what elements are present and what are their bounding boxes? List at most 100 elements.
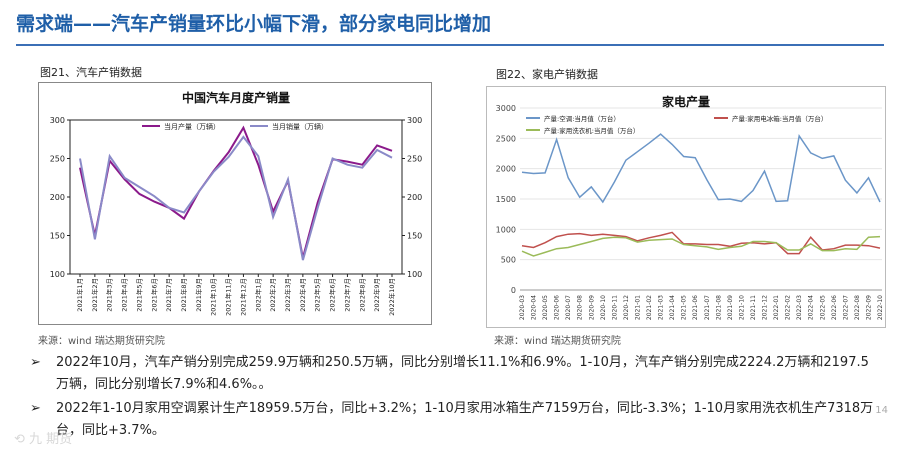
appliance-x-tick-label: 2020-03: [519, 295, 526, 320]
appliance-x-tick-label: 2020-05: [542, 295, 549, 320]
appliance-x-tick-label: 2022-09: [865, 295, 872, 320]
left-chart-source: 来源：wind 瑞达期货研究院: [38, 336, 165, 347]
appliance-legend-label: 产量:空调:当月值（万台）: [544, 114, 620, 123]
appliance-x-tick-label: 2022-03: [796, 295, 803, 320]
car-chart: 中国汽车月度产销量 100 100 150 150 200 200 250 250 300 300 2…: [38, 82, 432, 329]
appliance-x-tick-label: 2021-06: [692, 295, 699, 320]
appliance-x-tick-label: 2020-06: [554, 295, 561, 320]
car-chart-svg: 中国汽车月度产销量 100 100 150 150 200 200 250 250 300 300 2…: [38, 82, 432, 325]
appliance-y-tick-label: 2500: [496, 134, 516, 143]
car-x-tick-label: 2021年4月: [120, 278, 129, 312]
appliance-x-tick-label: 2020-08: [577, 295, 584, 320]
car-x-tick-label: 2021年10月: [209, 278, 218, 316]
bullet-item-appliance: ➢ 2022年1-10月家用空调累计生产18959.5万台，同比+3.2%；1-…: [30, 398, 880, 442]
bullet-text-car: 2022年10月，汽车产销分别完成259.9万辆和250.5万辆，同比分别增长1…: [56, 355, 869, 392]
appliance-y-tick-label: 0: [511, 286, 516, 295]
page-number: 14: [875, 405, 888, 416]
appliance-x-tick-label: 2020-11: [611, 295, 618, 320]
appliance-series-line-fridge: [521, 231, 881, 255]
appliance-chart-svg: 家电产量 0 500 1000 1500 2000 2500 3000 2020-03 2020-…: [486, 86, 886, 328]
appliance-chart-title: 家电产量: [662, 94, 710, 109]
car-x-tick-label: 2022年8月: [357, 278, 366, 312]
car-legend-label: 当月产量（万辆）: [164, 122, 220, 131]
appliance-y-tick-label: 500: [501, 256, 516, 265]
appliance-x-tick-label: 2022-08: [854, 295, 861, 320]
summary-bullets: ➢ 2022年10月，汽车产销分别完成259.9万辆和250.5万辆，同比分别增…: [30, 352, 880, 442]
title-divider: [16, 44, 884, 46]
bullet-item-car: ➢ 2022年10月，汽车产销分别完成259.9万辆和250.5万辆，同比分别增…: [30, 352, 880, 396]
car-y-tick-label-left: 150: [50, 232, 65, 241]
appliance-x-tick-label: 2022-05: [819, 295, 826, 320]
car-y-tick-label-right: 250: [407, 155, 422, 164]
appliance-y-tick-label: 1000: [496, 225, 516, 234]
car-x-tick-label: 2021年8月: [179, 278, 188, 312]
car-y-tick-label-right: 100: [407, 270, 422, 279]
car-x-tick-label: 2022年7月: [342, 278, 351, 312]
car-x-tick-label: 2021年1月: [75, 278, 84, 312]
right-chart-caption: 图22、家电产销数据: [496, 68, 598, 81]
appliance-series-line-aircon: [521, 133, 881, 204]
appliance-x-tick-label: 2022-06: [831, 295, 838, 320]
appliance-x-tick-label: 2020-07: [565, 295, 572, 320]
appliance-y-tick-label: 1500: [496, 195, 516, 204]
car-x-tick-label: 2021年9月: [194, 278, 203, 312]
appliance-x-tick-label: 2020-04: [531, 295, 538, 320]
car-x-tick-label: 2022年4月: [298, 278, 307, 312]
car-x-tick-label: 2021年7月: [164, 278, 173, 312]
appliance-x-tick-label: 2021-04: [669, 295, 676, 320]
car-y-tick-label-left: 100: [50, 270, 65, 279]
car-y-tick-label-right: 300: [407, 116, 422, 125]
appliance-x-tick-label: 2021-08: [715, 295, 722, 320]
appliance-x-tick-label: 2021-01: [634, 295, 641, 320]
car-y-tick-label-left: 200: [50, 193, 65, 202]
appliance-x-tick-label: 2021-09: [727, 295, 734, 320]
car-x-tick-label: 2021年5月: [134, 278, 143, 312]
appliance-x-tick-label: 2021-02: [646, 295, 653, 320]
appliance-chart: 家电产量 0 500 1000 1500 2000 2500 3000 2020-03 2020-…: [486, 86, 886, 332]
appliance-x-tick-label: 2022-02: [785, 295, 792, 320]
car-x-tick-label: 2022年6月: [328, 278, 337, 312]
appliance-x-tick-label: 2020-10: [600, 295, 607, 320]
appliance-x-tick-label: 2021-10: [738, 295, 745, 320]
car-y-tick-label-left: 250: [50, 155, 65, 164]
car-x-tick-label: 2021年2月: [90, 278, 99, 312]
car-x-tick-label: 2021年3月: [105, 278, 114, 312]
appliance-legend-label: 产量:家用洗衣机:当月值（万台）: [544, 126, 639, 135]
bullet-text-appliance: 2022年1-10月家用空调累计生产18959.5万台，同比+3.2%；1-10…: [56, 401, 874, 438]
bullet-arrow-icon: ➢: [30, 355, 41, 370]
appliance-legend-label: 产量:家用电冰箱:当月值（万台）: [732, 114, 827, 123]
watermark-logo: ⟲ 九 期货: [14, 432, 73, 447]
car-x-tick-label: 2022年9月: [372, 278, 381, 312]
car-chart-frame: [38, 82, 432, 325]
car-x-tick-label: 2022年5月: [313, 278, 322, 312]
appliance-x-tick-label: 2022-10: [877, 295, 884, 320]
car-y-tick-label-left: 300: [50, 116, 65, 125]
appliance-chart-frame: [486, 86, 886, 328]
appliance-x-tick-label: 2021-07: [704, 295, 711, 320]
car-x-tick-label: 2022年10月: [387, 278, 396, 316]
page-title: 需求端——汽车产销量环比小幅下滑，部分家电同比增加: [16, 13, 492, 35]
appliance-y-tick-label: 2000: [496, 165, 516, 174]
car-legend-label: 当月销量（万辆）: [272, 122, 328, 131]
car-y-tick-label-right: 150: [407, 232, 422, 241]
car-y-tick-label-right: 200: [407, 193, 422, 202]
appliance-y-tick-label: 3000: [496, 104, 516, 113]
car-series-line-sales: [79, 135, 393, 261]
appliance-x-tick-label: 2021-03: [658, 295, 665, 320]
appliance-x-tick-label: 2021-05: [681, 295, 688, 320]
car-series-line-production: [79, 125, 393, 259]
car-x-tick-label: 2022年3月: [283, 278, 292, 312]
left-chart-caption: 图21、汽车产销数据: [40, 66, 142, 79]
appliance-x-tick-label: 2020-12: [623, 295, 630, 320]
car-x-tick-label: 2022年2月: [268, 278, 277, 312]
appliance-x-tick-label: 2022-04: [808, 295, 815, 320]
car-x-tick-label: 2021年6月: [149, 278, 158, 312]
car-chart-title: 中国汽车月度产销量: [182, 90, 290, 105]
appliance-x-tick-label: 2020-09: [588, 295, 595, 320]
appliance-x-tick-label: 2022-01: [773, 295, 780, 320]
appliance-x-tick-label: 2021-11: [750, 295, 757, 320]
appliance-x-tick-label: 2022-07: [842, 295, 849, 320]
appliance-series-line-washer: [521, 235, 881, 257]
car-x-tick-label: 2022年1月: [253, 278, 262, 312]
car-x-tick-label: 2021年12月: [238, 278, 247, 316]
